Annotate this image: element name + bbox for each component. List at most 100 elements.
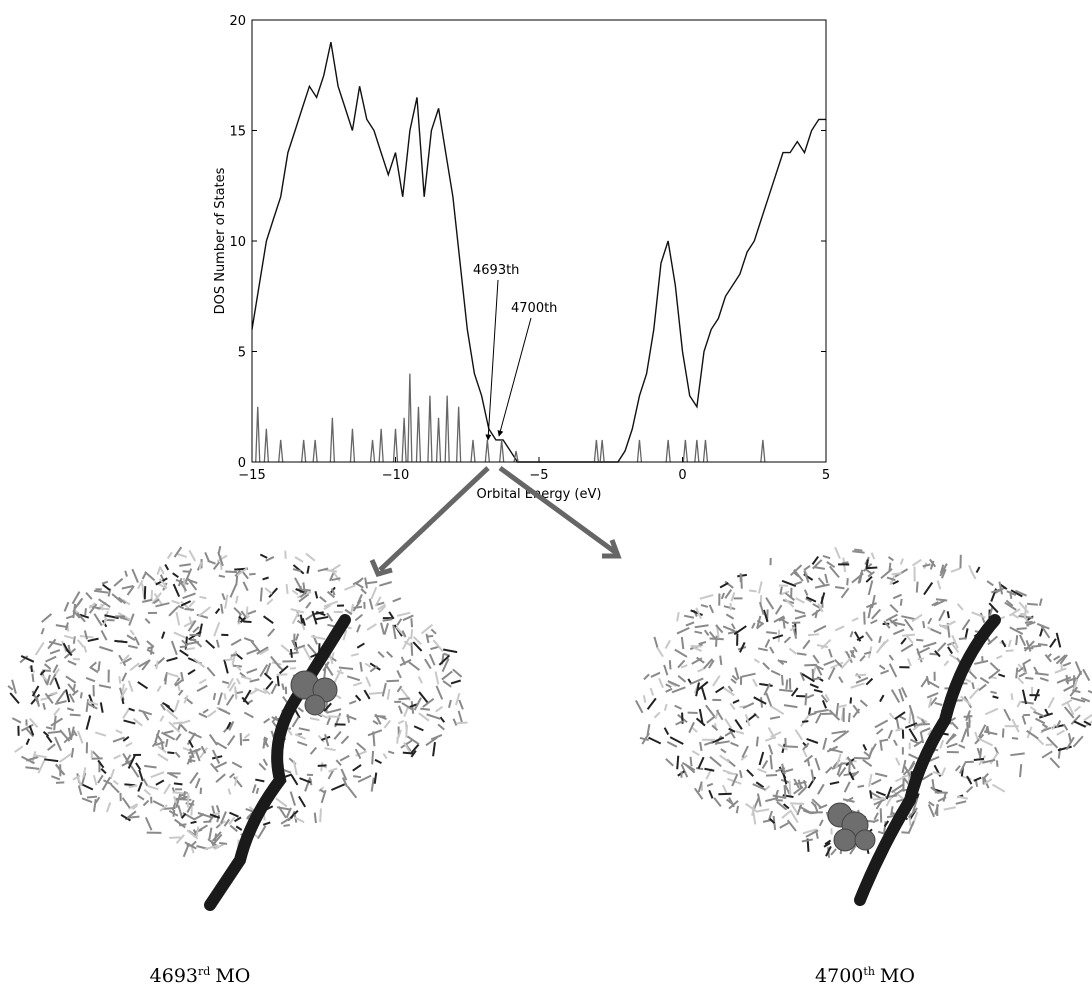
bond — [255, 780, 264, 782]
bond — [442, 671, 452, 679]
bond — [114, 579, 122, 586]
bond — [845, 782, 850, 792]
bond — [132, 569, 138, 582]
bond — [355, 615, 362, 621]
bond — [315, 591, 317, 598]
bond — [145, 572, 155, 581]
bond — [356, 583, 364, 588]
bond — [1025, 605, 1026, 619]
bond — [66, 689, 69, 702]
bond — [686, 622, 694, 625]
bond — [854, 549, 862, 550]
bond — [179, 578, 182, 586]
bond — [144, 779, 148, 786]
bond — [754, 659, 759, 662]
bond — [1054, 656, 1060, 660]
bond — [174, 632, 187, 638]
bond — [984, 731, 997, 734]
bond — [809, 708, 810, 715]
bond — [993, 696, 999, 698]
bond — [962, 620, 969, 630]
bond — [94, 775, 97, 785]
bond — [78, 731, 83, 743]
bond — [180, 646, 187, 647]
bond — [44, 759, 58, 761]
bond — [283, 825, 289, 826]
bond — [717, 741, 730, 743]
bond — [1019, 672, 1027, 676]
bond — [786, 593, 795, 600]
bond — [250, 690, 257, 694]
bond — [143, 801, 148, 806]
bond — [307, 566, 308, 574]
bond — [199, 607, 211, 616]
bond — [357, 643, 364, 647]
bond — [427, 714, 441, 718]
bond — [122, 684, 124, 692]
bond — [383, 683, 386, 696]
bond — [384, 720, 390, 727]
bond — [127, 817, 139, 818]
bond — [808, 777, 815, 788]
bond — [742, 674, 756, 677]
bond — [189, 740, 193, 747]
bond — [665, 640, 670, 648]
bond — [983, 777, 984, 785]
bond — [114, 641, 127, 642]
bond — [863, 760, 872, 766]
bond — [237, 692, 243, 693]
bond — [927, 676, 929, 685]
bond — [1012, 738, 1018, 739]
y-tick-label: 5 — [238, 346, 246, 361]
bond — [770, 755, 771, 769]
dos-spike — [302, 440, 306, 462]
bond — [1040, 598, 1042, 605]
bond — [996, 656, 1002, 659]
bond — [659, 678, 663, 687]
bond — [99, 647, 112, 651]
bond — [816, 610, 818, 618]
bond — [678, 676, 685, 682]
bond — [122, 673, 126, 681]
bond — [675, 706, 682, 709]
bond — [972, 682, 974, 689]
bond — [98, 775, 103, 783]
bond — [731, 592, 734, 601]
bond — [229, 813, 238, 817]
bond — [852, 618, 858, 621]
bond — [1004, 709, 1010, 720]
bond — [339, 667, 353, 669]
bond — [357, 625, 360, 633]
bond — [1076, 662, 1082, 675]
bond — [716, 687, 724, 692]
bond — [214, 622, 219, 636]
bond — [381, 623, 384, 635]
bond — [351, 604, 353, 613]
bond — [116, 730, 122, 733]
bond — [805, 590, 808, 596]
bond — [901, 832, 909, 833]
bond — [896, 758, 900, 765]
bond — [36, 642, 44, 655]
bond — [130, 663, 139, 670]
bond — [1057, 731, 1065, 735]
bond — [172, 601, 180, 604]
bond — [353, 776, 361, 777]
bond — [47, 736, 52, 743]
bond — [194, 814, 205, 820]
bond — [244, 734, 249, 738]
bond — [229, 789, 231, 795]
bond — [42, 628, 44, 634]
bond — [265, 588, 272, 594]
bond — [704, 742, 712, 745]
bond — [306, 614, 314, 619]
bond — [906, 635, 913, 643]
bond — [162, 732, 175, 739]
bond — [443, 681, 451, 687]
dos-spike — [437, 418, 441, 462]
bond — [1052, 725, 1055, 730]
bond — [1027, 604, 1038, 605]
bond — [353, 765, 361, 771]
bond — [86, 593, 92, 599]
bond — [167, 752, 174, 753]
